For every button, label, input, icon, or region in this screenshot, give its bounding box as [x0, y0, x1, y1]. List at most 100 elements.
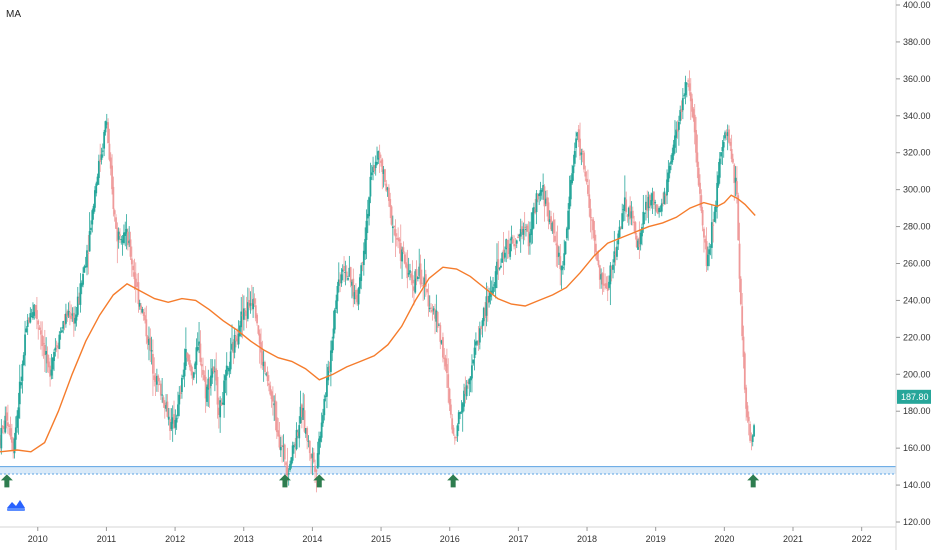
candle-body [9, 428, 12, 437]
candle-body [329, 350, 332, 372]
y-tick-label: 320.00 [903, 148, 931, 158]
up-arrow-icon [447, 474, 460, 488]
candle-body [534, 208, 537, 214]
candle-body [600, 274, 603, 280]
candle-body [158, 384, 161, 386]
candle-body [198, 341, 200, 346]
candle-body [455, 436, 458, 439]
candle-body [596, 251, 599, 261]
candle-body [14, 427, 17, 440]
candle-body [297, 432, 299, 436]
candle-body [434, 309, 436, 319]
candle-body [327, 367, 330, 381]
candle-body [399, 242, 402, 261]
candle-body [652, 191, 655, 206]
candle-body [237, 333, 240, 345]
candle-body [666, 179, 668, 196]
candle-body [248, 300, 251, 308]
candle-body [269, 385, 272, 395]
candle-body [300, 404, 303, 418]
candle-body [638, 237, 641, 248]
candle-body [67, 310, 70, 316]
candle-body [510, 236, 513, 241]
candle-body [49, 365, 51, 377]
candle-body [39, 330, 42, 335]
candle-body [717, 175, 720, 186]
candle-body [270, 391, 273, 400]
candle-body [166, 401, 169, 417]
candle-body [291, 445, 294, 461]
candle-body [675, 129, 678, 138]
candle-body [480, 326, 483, 330]
candle-body [687, 80, 690, 82]
candle-body [592, 219, 595, 231]
candle-body [469, 376, 472, 381]
candle-body [10, 436, 13, 443]
candle-body [348, 267, 351, 277]
x-tick-label: 2015 [371, 534, 391, 544]
candle-body [319, 436, 322, 442]
candle-body [721, 147, 724, 152]
candle-body [654, 202, 657, 204]
candle-body [393, 225, 396, 228]
candle-body [459, 411, 461, 414]
candle-body [323, 398, 326, 416]
candle-body [558, 252, 560, 257]
x-tick-label: 2022 [852, 534, 872, 544]
candle-body [4, 415, 7, 433]
candle-body [145, 319, 148, 337]
candle-body [78, 297, 80, 304]
candle-body [144, 315, 146, 321]
x-tick-label: 2013 [234, 534, 254, 544]
candle-body [683, 95, 686, 97]
candle-body [543, 186, 546, 207]
candle-body [112, 186, 115, 210]
candle-body [225, 365, 228, 376]
candle-body [68, 312, 71, 318]
time-axis[interactable]: 2010 2011 2012 2013 2014 2015 2016 2017 2018 2019… [28, 527, 872, 544]
candle-body [658, 207, 661, 213]
candle-body [581, 150, 584, 152]
candle-body [86, 250, 88, 268]
candle-body [314, 465, 316, 472]
candle-body [360, 265, 363, 281]
candle-body [629, 205, 632, 220]
y-tick-label: 240.00 [903, 295, 931, 305]
candle-body [684, 82, 687, 96]
candle-body [738, 243, 741, 279]
candle-body [699, 182, 701, 194]
candle-body [235, 335, 237, 341]
candle-body [532, 207, 535, 214]
candle-body [232, 341, 235, 354]
x-tick-label: 2021 [783, 534, 803, 544]
candle-body [318, 438, 320, 455]
candle-body [564, 241, 567, 255]
candle-body [154, 376, 157, 382]
candle-body [575, 138, 577, 149]
candle-body [496, 261, 498, 275]
candle-body [76, 296, 79, 315]
candle-body [18, 381, 21, 405]
x-tick-label: 2014 [302, 534, 322, 544]
candle-body [103, 131, 106, 149]
candle-body [187, 354, 190, 361]
candle-body [282, 445, 285, 447]
candle-body [668, 165, 671, 174]
candle-body [742, 336, 745, 357]
candle-body [266, 371, 269, 382]
candle-body [535, 193, 538, 213]
candle-body [204, 376, 207, 399]
candle-body [734, 177, 737, 183]
last-price-label: 187.80 [901, 392, 929, 402]
candle-body [302, 407, 305, 420]
candle-body [58, 334, 61, 349]
candle-body [374, 161, 377, 169]
price-axis[interactable]: 120.00 140.00 160.00 180.00 200.00 220.00 240.… [896, 0, 931, 527]
candle-body [730, 148, 733, 159]
candle-body [511, 239, 514, 244]
candle-body [531, 212, 534, 230]
candle-body [55, 345, 58, 347]
candle-body [477, 340, 480, 345]
candle-body [356, 295, 359, 303]
candle-body [401, 249, 403, 262]
